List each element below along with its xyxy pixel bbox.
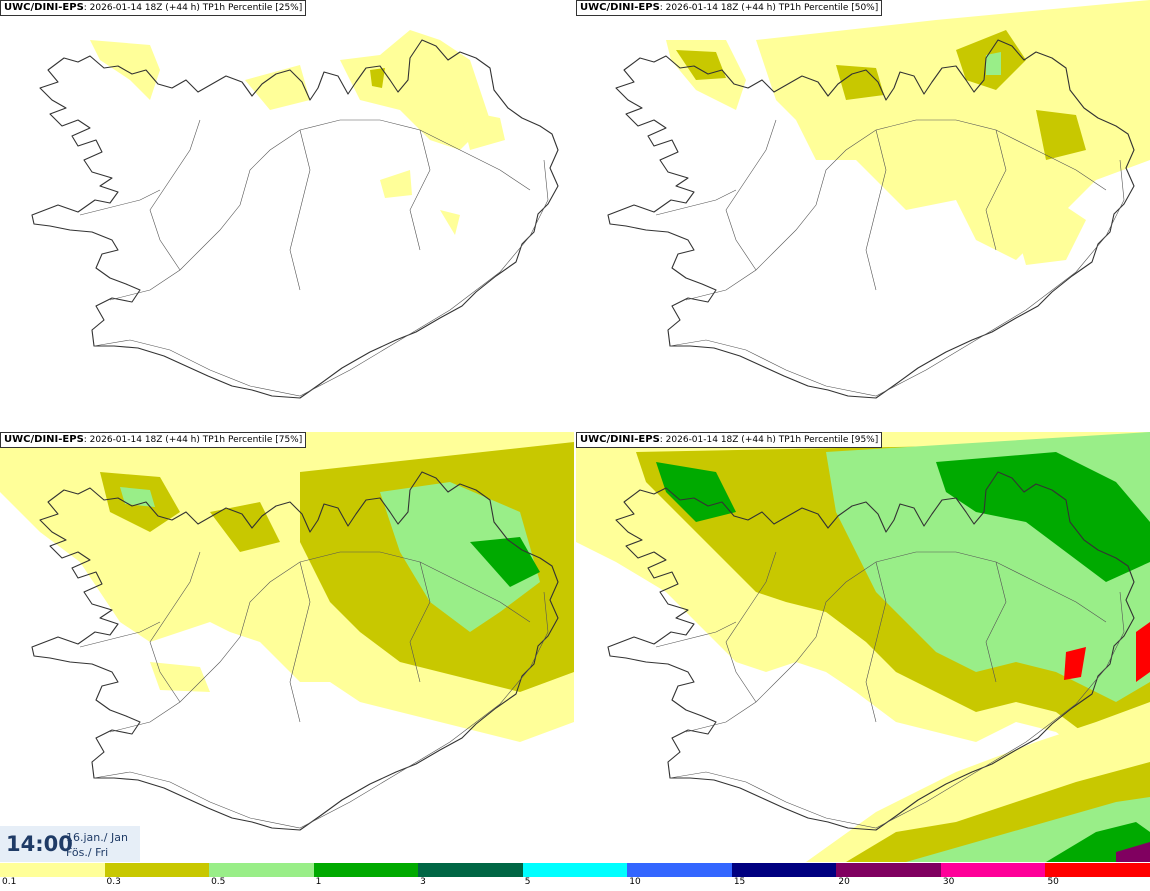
road-line-4 <box>865 561 887 723</box>
road-line-1 <box>669 591 1125 829</box>
road-line-5 <box>985 561 1007 683</box>
road-line-3 <box>149 119 201 271</box>
precip-field <box>90 30 505 235</box>
road-line-3 <box>725 551 777 703</box>
precip-map-p50 <box>607 0 1150 399</box>
colorbar-swatch <box>418 863 523 877</box>
precip-area-1 <box>756 0 1150 260</box>
precip-area-5 <box>380 170 412 198</box>
colorbar-swatch <box>0 863 105 877</box>
colorbar-tick-label: 3 <box>420 877 426 887</box>
map-panel-p50: UWC/DINI-EPS: 2026-01-14 18Z (+44 h) TP1… <box>576 0 1150 430</box>
valid-time: 14:00 <box>6 832 73 856</box>
precip-colorbar <box>0 863 1150 877</box>
colorbar-swatch <box>940 863 1046 877</box>
precip-area-5 <box>656 462 736 522</box>
road-line-4 <box>865 129 887 291</box>
panel-info: : 2026-01-14 18Z (+44 h) TP1h Percentile… <box>659 435 879 445</box>
colorbar-tick-label: 50 <box>1047 877 1059 887</box>
valid-weekday: Fös./ Fri <box>66 846 109 859</box>
model-name: UWC/DINI-EPS <box>4 2 84 13</box>
road-line-6 <box>655 189 737 216</box>
colorbar-tick-label: 20 <box>838 877 850 887</box>
precip-field <box>666 0 1150 265</box>
precip-area-8 <box>150 662 210 692</box>
precip-map-p75 <box>0 432 574 831</box>
road-line-6 <box>79 189 161 216</box>
colorbar-swatch <box>1045 863 1150 877</box>
colorbar-swatch <box>627 863 732 877</box>
road-line-5 <box>409 561 431 683</box>
colorbar-tick-label: 15 <box>733 877 746 887</box>
precip-area-12 <box>1116 842 1150 862</box>
colorbar-swatch <box>522 863 628 877</box>
panel-title: UWC/DINI-EPS: 2026-01-14 18Z (+44 h) TP1… <box>576 432 883 448</box>
precip-area-3 <box>380 482 540 632</box>
colorbar-tick-label: 1 <box>315 877 322 887</box>
precip-field <box>0 432 574 742</box>
colorbar-swatch <box>313 863 419 877</box>
road-line-4 <box>289 129 311 291</box>
colorbar-tick-label: 10 <box>629 877 641 887</box>
precip-area-4 <box>836 65 884 100</box>
road-line-5 <box>409 129 431 251</box>
road-line-6 <box>79 621 161 648</box>
road-line-4 <box>289 561 311 723</box>
precip-map-p25 <box>31 30 559 399</box>
precip-area-7 <box>440 210 460 235</box>
iceland-coastline <box>607 471 1135 831</box>
precip-area-4 <box>470 537 540 587</box>
precip-area-2 <box>245 65 310 110</box>
precip-area-4 <box>370 68 385 88</box>
colorbar-swatch <box>209 863 314 877</box>
iceland-coastline <box>31 39 559 399</box>
road-line-3 <box>149 551 201 703</box>
precip-area-3 <box>340 30 490 150</box>
panel-info: : 2026-01-14 18Z (+44 h) TP1h Percentile… <box>659 3 879 13</box>
valid-date: 16.jan./ Jan <box>66 831 128 844</box>
road-line-1 <box>93 591 549 829</box>
road-line-2 <box>109 551 531 733</box>
precip-area-6 <box>986 52 1001 75</box>
precip-area-6 <box>460 110 505 150</box>
panel-info: : 2026-01-14 18Z (+44 h) TP1h Percentile… <box>83 435 303 445</box>
colorbar-tick-label: 30 <box>942 877 955 887</box>
colorbar-swatch <box>104 863 210 877</box>
colorbar-tick-label: 0.1 <box>2 877 17 887</box>
precip-area-7 <box>210 502 280 552</box>
precip-field <box>576 432 1150 862</box>
colorbar-swatch <box>731 863 837 877</box>
panel-title: UWC/DINI-EPS: 2026-01-14 18Z (+44 h) TP1… <box>0 0 307 16</box>
precip-area-7 <box>1064 647 1086 680</box>
model-name: UWC/DINI-EPS <box>580 434 660 445</box>
map-panel-p75: UWC/DINI-EPS: 2026-01-14 18Z (+44 h) TP1… <box>0 432 574 862</box>
model-name: UWC/DINI-EPS <box>580 2 660 13</box>
colorbar-ticks: 0.1 0.3 0.5 1 3 5 10 15 20 30 50 <box>0 877 1150 891</box>
colorbar-tick-label: 5 <box>524 877 531 887</box>
model-name: UWC/DINI-EPS <box>4 434 84 445</box>
valid-time-box: 14:00 16.jan./ Jan Fös./ Fri <box>0 826 140 862</box>
road-line-2 <box>109 119 531 301</box>
iceland-coastline <box>31 471 559 831</box>
colorbar-tick-label: 0.5 <box>211 877 226 887</box>
panel-title: UWC/DINI-EPS: 2026-01-14 18Z (+44 h) TP1… <box>0 432 307 448</box>
colorbar-swatch <box>836 863 941 877</box>
map-panel-p25: UWC/DINI-EPS: 2026-01-14 18Z (+44 h) TP1… <box>0 0 574 430</box>
road-line-2 <box>685 119 1107 301</box>
road-line-5 <box>985 129 1007 251</box>
road-line-2 <box>685 551 1107 733</box>
precip-map-p95 <box>576 432 1150 862</box>
panel-title: UWC/DINI-EPS: 2026-01-14 18Z (+44 h) TP1… <box>576 0 883 16</box>
precip-area-7 <box>1036 110 1086 160</box>
road-line-3 <box>725 119 777 271</box>
iceland-coastline <box>607 39 1135 399</box>
map-panel-p95: UWC/DINI-EPS: 2026-01-14 18Z (+44 h) TP1… <box>576 432 1150 862</box>
road-line-6 <box>655 621 737 648</box>
panel-info: : 2026-01-14 18Z (+44 h) TP1h Percentile… <box>83 3 303 13</box>
precip-area-8 <box>1016 200 1086 265</box>
colorbar-tick-label: 0.3 <box>106 877 121 887</box>
road-line-1 <box>93 159 549 397</box>
precip-area-6 <box>1136 622 1150 682</box>
road-line-1 <box>669 159 1125 397</box>
